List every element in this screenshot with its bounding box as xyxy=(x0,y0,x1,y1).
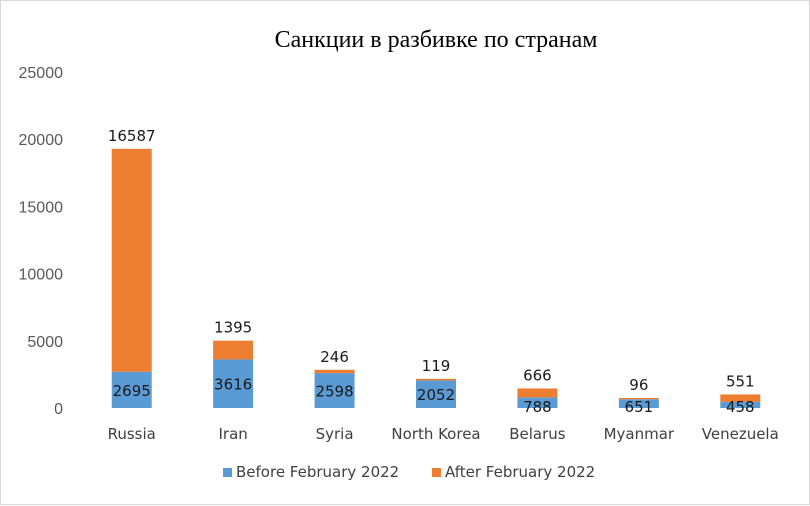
bar-before xyxy=(517,397,558,408)
bar-group xyxy=(111,148,761,408)
legend-swatch xyxy=(432,468,441,477)
data-label: 458 xyxy=(726,398,755,416)
category-axis: Russia Iran Syria North Korea Belarus Myanmar… xyxy=(108,425,779,443)
data-label: 2695 xyxy=(113,382,151,400)
category-label: Iran xyxy=(218,425,247,443)
y-tick-label: 5000 xyxy=(27,334,63,351)
legend: Before February 2022 After February 2022 xyxy=(223,463,595,481)
bar-after xyxy=(111,148,152,372)
chart-title: Санкции в разбивке по странам xyxy=(275,27,598,53)
data-label-group: 2695 16587 3616 1395 2598 246 2052 119 788 666 651… xyxy=(108,127,755,416)
category-label: Belarus xyxy=(509,425,566,443)
y-tick-label: 15000 xyxy=(19,199,64,216)
category-label: Russia xyxy=(108,425,156,443)
data-label: 788 xyxy=(523,398,552,416)
y-tick-label: 25000 xyxy=(19,65,64,82)
legend-label: After February 2022 xyxy=(445,463,595,481)
data-label: 246 xyxy=(320,348,349,366)
y-tick-label: 10000 xyxy=(19,267,64,284)
category-label: Myanmar xyxy=(604,425,675,443)
bar-after xyxy=(314,369,355,374)
data-label: 16587 xyxy=(108,127,156,145)
data-label: 1395 xyxy=(214,319,252,337)
bar-before xyxy=(314,373,355,408)
category-label: North Korea xyxy=(391,425,480,443)
bar-after xyxy=(720,394,761,402)
data-label: 651 xyxy=(625,398,654,416)
bar-before xyxy=(213,359,254,408)
bar-before xyxy=(618,399,659,408)
y-axis-ticks: 0 5000 10000 15000 20000 25000 xyxy=(19,65,64,418)
bar-after xyxy=(517,388,558,398)
data-label: 666 xyxy=(523,366,552,384)
bar-after xyxy=(618,397,659,400)
bar-before xyxy=(720,401,761,408)
legend-swatch xyxy=(223,468,232,477)
bar-before xyxy=(111,371,152,408)
data-label: 2052 xyxy=(417,386,455,404)
data-label: 96 xyxy=(629,376,648,394)
bar-after xyxy=(213,340,254,360)
legend-label: Before February 2022 xyxy=(236,463,399,481)
y-tick-label: 0 xyxy=(54,401,63,418)
data-label: 3616 xyxy=(214,376,252,394)
category-label: Syria xyxy=(316,425,354,443)
y-tick-label: 20000 xyxy=(19,132,64,149)
data-label: 2598 xyxy=(315,383,353,401)
data-label: 551 xyxy=(726,372,755,390)
data-label: 119 xyxy=(422,357,451,375)
bar-before xyxy=(416,380,456,408)
category-label: Venezuela xyxy=(702,425,779,443)
bar-after xyxy=(416,378,456,381)
